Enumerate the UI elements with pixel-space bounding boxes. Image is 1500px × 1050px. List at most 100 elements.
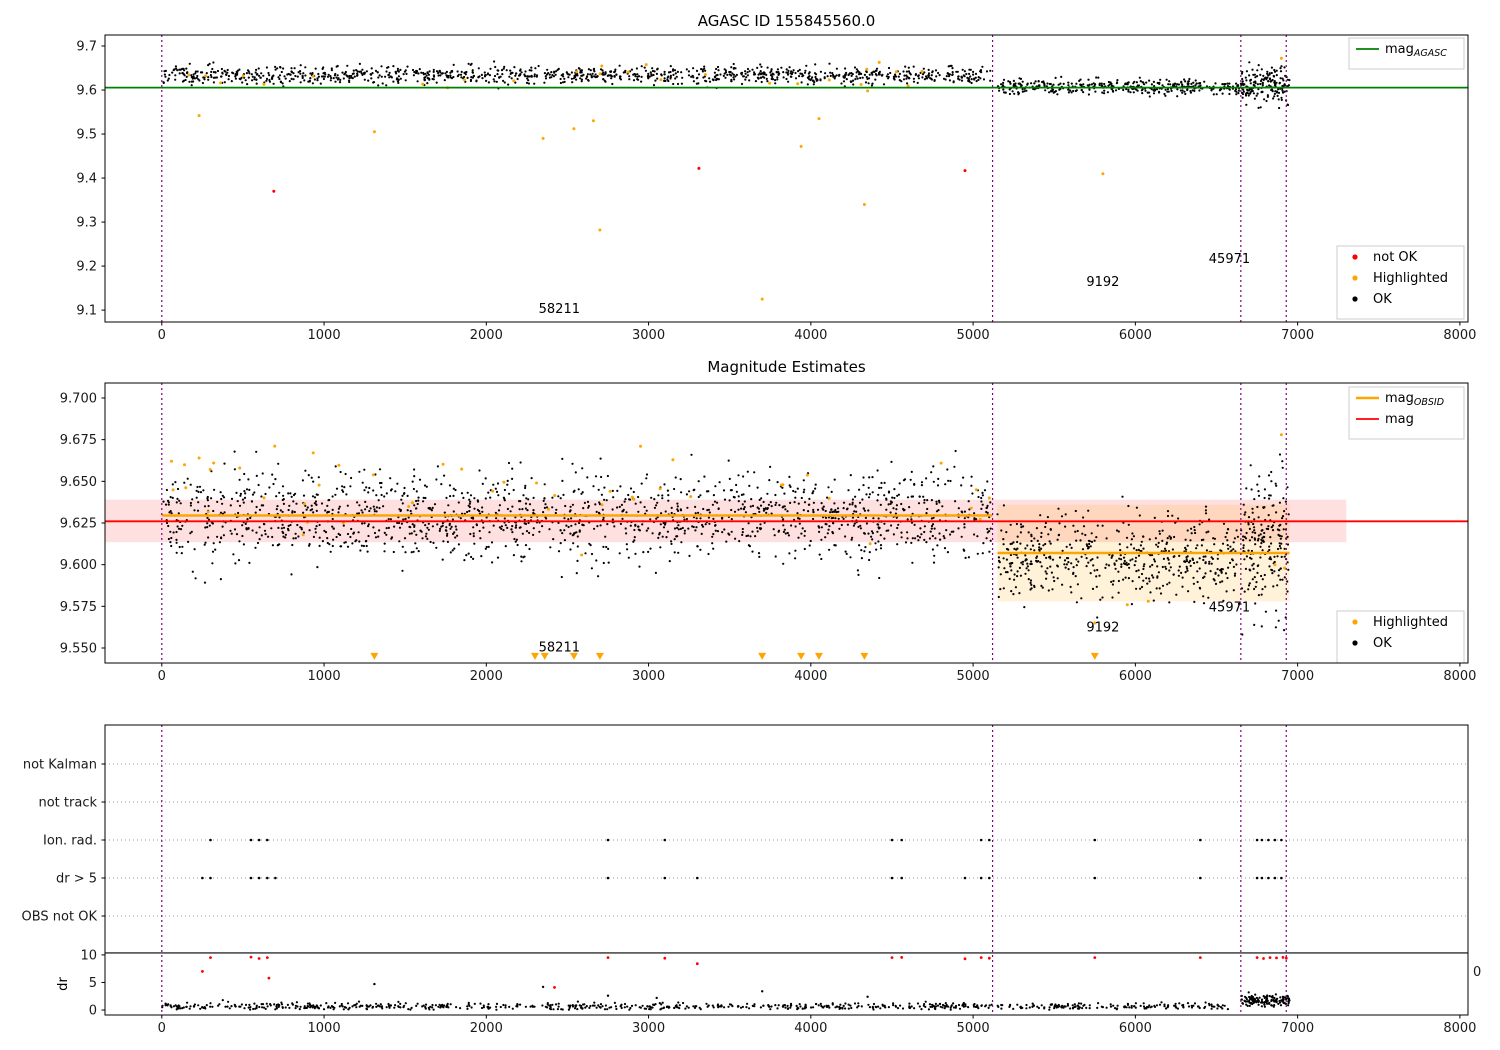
x-tick-label: 8000 <box>1443 669 1476 684</box>
right-axis-label: 0 <box>1473 965 1481 980</box>
agasc-frame <box>104 34 1469 323</box>
annotation-58211: 58211 <box>539 640 580 655</box>
x-tick-label: 7000 <box>1281 669 1314 684</box>
y-tick-label: 9.625 <box>60 517 97 532</box>
y-ticks: 9.550 9.575 9.600 9.625 9.650 9.675 9.700 <box>60 392 105 657</box>
scatter-cluster <box>996 75 1241 98</box>
y-ticks: 0 5 10 <box>80 948 105 1019</box>
x-tick-label: 3000 <box>632 669 665 684</box>
y-tick-label: 5 <box>89 976 97 991</box>
x-tick-label: 8000 <box>1443 328 1476 343</box>
legend-label: Highlighted <box>1373 615 1448 630</box>
dr-not-ok-points <box>201 955 1288 989</box>
annotation-45971: 45971 <box>1209 600 1250 615</box>
y-tick-label: 9.4 <box>76 172 97 187</box>
x-ticks: 0 1000 2000 3000 4000 5000 6000 7000 8000 <box>158 1015 1476 1036</box>
legend-label: OK <box>1373 292 1392 307</box>
x-tick-label: 6000 <box>1119 1021 1152 1036</box>
x-tick-label: 0 <box>158 1021 166 1036</box>
legend-label: Highlighted <box>1373 271 1448 286</box>
obsid-annotations: 58211 9192 45971 <box>539 600 1251 655</box>
not-ok-points <box>272 166 967 193</box>
highlighted-points <box>197 56 1283 301</box>
x-tick-label: 8000 <box>1443 1021 1476 1036</box>
flag-row-label: OBS not OK <box>22 910 98 925</box>
y-tick-label: 9.1 <box>76 304 97 319</box>
legend-label: OK <box>1373 636 1392 651</box>
x-tick-label: 2000 <box>470 669 503 684</box>
magnitude-frame <box>104 382 1469 664</box>
scatter-cluster <box>162 60 992 90</box>
x-tick-label: 0 <box>158 328 166 343</box>
y-tick-label: 9.550 <box>60 642 97 657</box>
x-tick-label: 5000 <box>957 1021 990 1036</box>
scatter-cluster <box>187 60 924 90</box>
dr-scatter <box>161 999 1229 1011</box>
x-tick-label: 0 <box>158 669 166 684</box>
y-tick-label: 9.600 <box>60 558 97 573</box>
flag-row-label: Ion. rad. <box>43 834 97 849</box>
flag-rows: not Kalman not track Ion. rad. dr > 5 OBS no… <box>22 758 1468 925</box>
highlighted-points <box>170 433 1287 625</box>
x-tick-label: 7000 <box>1281 1021 1314 1036</box>
x-ticks: 0 1000 2000 3000 4000 5000 6000 7000 8000 <box>158 663 1476 684</box>
annotation-9192: 9192 <box>1086 275 1119 290</box>
legend-mag-agasc: magAGASC <box>1348 37 1465 70</box>
dr-axis-label: dr <box>56 977 71 991</box>
agasc-plot: 58211 9192 45971 0 1000 2000 3000 4000 5000 6000 7… <box>76 35 1476 343</box>
y-tick-label: 9.700 <box>60 392 97 407</box>
obsid-annotations: 58211 9192 45971 <box>539 252 1251 317</box>
flags-dr-plot: not Kalman not track Ion. rad. dr > 5 OBS no… <box>22 725 1481 1036</box>
magnitude-plot-title: Magnitude Estimates <box>707 358 866 376</box>
x-tick-label: 3000 <box>632 328 665 343</box>
x-tick-label: 5000 <box>957 669 990 684</box>
y-tick-label: 9.3 <box>76 216 97 231</box>
x-tick-label: 4000 <box>794 1021 827 1036</box>
y-tick-label: 9.575 <box>60 600 97 615</box>
magnitude-plot: 58211 9192 45971 0 1000 2000 3000 4000 5000 6000 7… <box>60 383 1476 684</box>
x-tick-label: 5000 <box>957 328 990 343</box>
y-tick-label: 9.2 <box>76 260 97 275</box>
x-tick-label: 7000 <box>1281 328 1314 343</box>
annotation-45971: 45971 <box>1209 252 1250 267</box>
legend-point-types: Highlighted OK <box>1336 610 1465 664</box>
scatter-cluster <box>1239 61 1291 110</box>
agasc-plot-title: AGASC ID 155845560.0 <box>697 12 876 30</box>
legend-label: mag <box>1385 412 1414 427</box>
y-tick-label: 0 <box>89 1004 97 1019</box>
flag-row-label: dr > 5 <box>56 872 97 887</box>
x-tick-label: 6000 <box>1119 669 1152 684</box>
x-tick-label: 6000 <box>1119 328 1152 343</box>
obsid-vlines <box>161 383 1287 663</box>
x-tick-label: 4000 <box>794 669 827 684</box>
y-tick-label: 9.675 <box>60 433 97 448</box>
y-tick-label: 9.5 <box>76 128 97 143</box>
clipped-low-markers <box>370 652 1099 660</box>
y-tick-label: 9.650 <box>60 475 97 490</box>
flag-points <box>201 838 1283 880</box>
dr-scatter <box>1240 991 1291 1008</box>
x-tick-label: 1000 <box>308 1021 341 1036</box>
flags-dr-frame <box>104 724 1469 1016</box>
legend-point-types: not OK Highlighted OK <box>1336 245 1465 320</box>
y-tick-label: 9.6 <box>76 84 97 99</box>
x-tick-label: 2000 <box>470 1021 503 1036</box>
x-tick-label: 2000 <box>470 328 503 343</box>
legend-label: not OK <box>1373 250 1418 265</box>
dr-black-outliers <box>373 982 869 1000</box>
y-ticks: 9.1 9.2 9.3 9.4 9.5 9.6 9.7 <box>76 40 105 319</box>
x-tick-label: 1000 <box>308 328 341 343</box>
x-tick-label: 1000 <box>308 669 341 684</box>
y-tick-label: 10 <box>80 948 97 963</box>
x-tick-label: 3000 <box>632 1021 665 1036</box>
obsid-vlines <box>161 725 1287 1015</box>
flag-row-label: not track <box>38 796 97 811</box>
scatter-cluster <box>162 449 992 584</box>
flag-row-label: not Kalman <box>23 758 97 773</box>
annotation-58211: 58211 <box>539 302 580 317</box>
x-ticks: 0 1000 2000 3000 4000 5000 6000 7000 8000 <box>158 322 1476 343</box>
y-tick-label: 9.7 <box>76 40 97 55</box>
